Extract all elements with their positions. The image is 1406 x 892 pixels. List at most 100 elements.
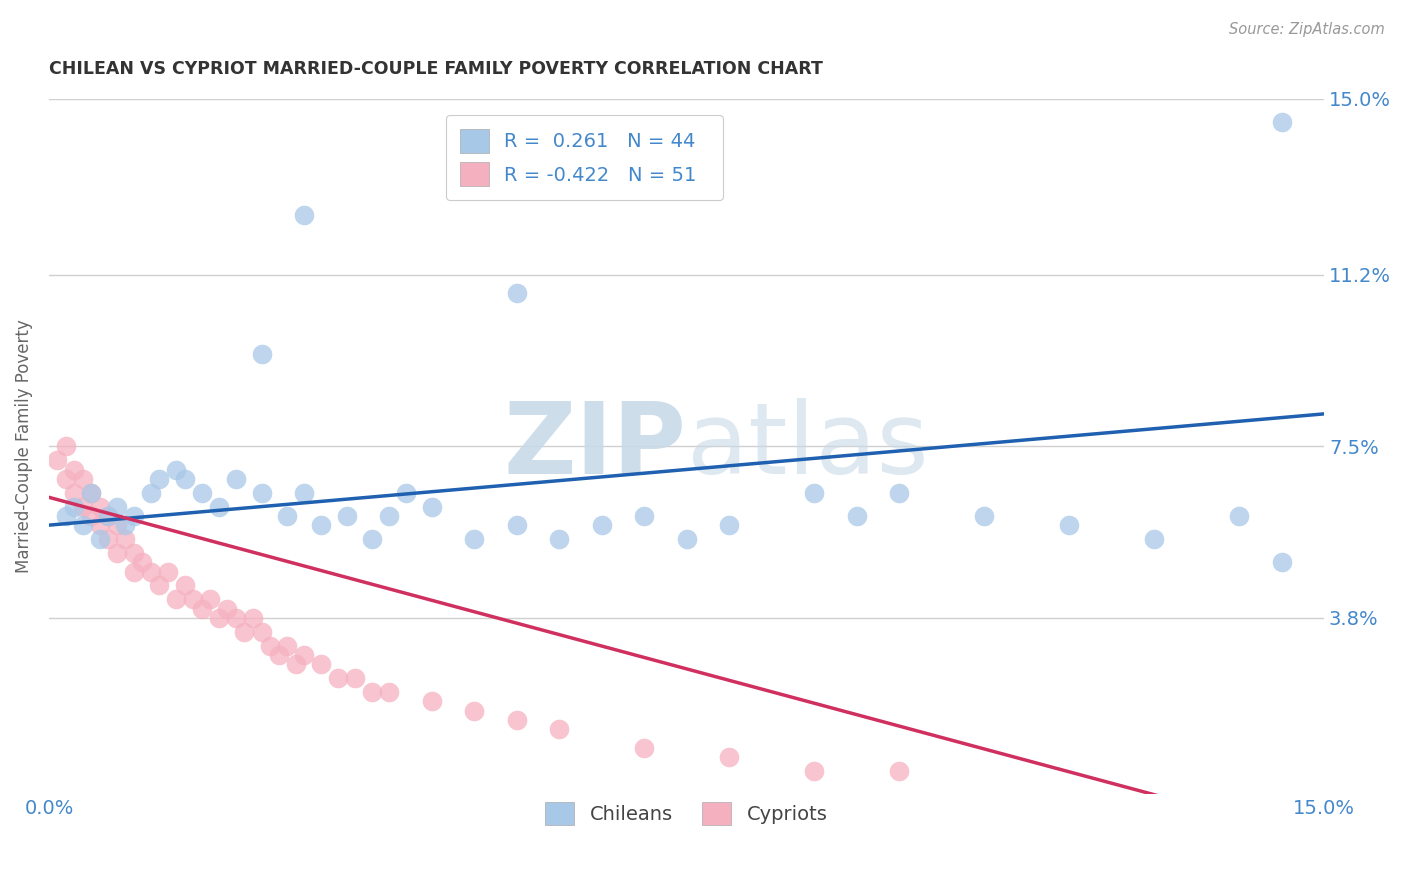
Point xyxy=(1057,518,1080,533)
Point xyxy=(156,565,179,579)
Point xyxy=(174,578,197,592)
Point xyxy=(105,518,128,533)
Point xyxy=(148,472,170,486)
Text: atlas: atlas xyxy=(686,398,928,495)
Point xyxy=(378,508,401,523)
Point xyxy=(72,472,94,486)
Point xyxy=(114,518,136,533)
Point xyxy=(55,439,77,453)
Point xyxy=(131,555,153,569)
Point xyxy=(72,518,94,533)
Point xyxy=(97,508,120,523)
Point xyxy=(343,671,366,685)
Point xyxy=(208,500,231,514)
Point xyxy=(292,207,315,221)
Point xyxy=(63,485,86,500)
Point xyxy=(675,532,697,546)
Point xyxy=(122,546,145,560)
Point xyxy=(105,500,128,514)
Point xyxy=(845,508,868,523)
Point xyxy=(505,518,527,533)
Point xyxy=(217,601,239,615)
Legend: Chileans, Cypriots: Chileans, Cypriots xyxy=(537,794,835,833)
Point xyxy=(1143,532,1166,546)
Point xyxy=(633,740,655,755)
Point xyxy=(1271,555,1294,569)
Point xyxy=(548,722,571,736)
Point xyxy=(633,508,655,523)
Point xyxy=(335,508,357,523)
Point xyxy=(105,546,128,560)
Point xyxy=(309,657,332,672)
Point xyxy=(242,611,264,625)
Point xyxy=(276,508,298,523)
Point xyxy=(718,518,741,533)
Point xyxy=(166,592,188,607)
Point xyxy=(973,508,995,523)
Point xyxy=(225,611,247,625)
Point xyxy=(395,485,418,500)
Point xyxy=(259,639,281,653)
Point xyxy=(89,518,111,533)
Point xyxy=(80,508,103,523)
Point xyxy=(250,624,273,639)
Point xyxy=(63,500,86,514)
Point xyxy=(420,500,443,514)
Point xyxy=(208,611,231,625)
Point xyxy=(463,532,485,546)
Point xyxy=(803,485,825,500)
Point xyxy=(887,485,910,500)
Point xyxy=(505,286,527,301)
Point xyxy=(1227,508,1250,523)
Point xyxy=(361,532,384,546)
Point xyxy=(591,518,613,533)
Point xyxy=(191,601,214,615)
Point xyxy=(378,685,401,699)
Point xyxy=(267,648,290,662)
Point xyxy=(463,704,485,718)
Point xyxy=(191,485,214,500)
Point xyxy=(63,462,86,476)
Text: CHILEAN VS CYPRIOT MARRIED-COUPLE FAMILY POVERTY CORRELATION CHART: CHILEAN VS CYPRIOT MARRIED-COUPLE FAMILY… xyxy=(49,60,823,78)
Point xyxy=(309,518,332,533)
Point xyxy=(80,485,103,500)
Point xyxy=(114,532,136,546)
Point xyxy=(803,764,825,778)
Point xyxy=(89,532,111,546)
Y-axis label: Married-Couple Family Poverty: Married-Couple Family Poverty xyxy=(15,319,32,574)
Text: Source: ZipAtlas.com: Source: ZipAtlas.com xyxy=(1229,22,1385,37)
Point xyxy=(548,532,571,546)
Point xyxy=(55,472,77,486)
Point xyxy=(122,565,145,579)
Point xyxy=(55,508,77,523)
Point xyxy=(139,565,162,579)
Point xyxy=(174,472,197,486)
Point xyxy=(139,485,162,500)
Point xyxy=(718,750,741,764)
Text: ZIP: ZIP xyxy=(503,398,686,495)
Point xyxy=(887,764,910,778)
Point xyxy=(183,592,205,607)
Point xyxy=(200,592,222,607)
Point xyxy=(166,462,188,476)
Point xyxy=(420,694,443,708)
Point xyxy=(361,685,384,699)
Point xyxy=(284,657,307,672)
Point xyxy=(276,639,298,653)
Point xyxy=(97,532,120,546)
Point xyxy=(89,500,111,514)
Point xyxy=(80,485,103,500)
Point xyxy=(292,648,315,662)
Point xyxy=(225,472,247,486)
Point xyxy=(233,624,256,639)
Point xyxy=(72,500,94,514)
Point xyxy=(292,485,315,500)
Point xyxy=(97,508,120,523)
Point xyxy=(505,713,527,727)
Point xyxy=(46,453,69,467)
Point xyxy=(326,671,349,685)
Point xyxy=(148,578,170,592)
Point xyxy=(1271,115,1294,129)
Point xyxy=(122,508,145,523)
Point xyxy=(250,485,273,500)
